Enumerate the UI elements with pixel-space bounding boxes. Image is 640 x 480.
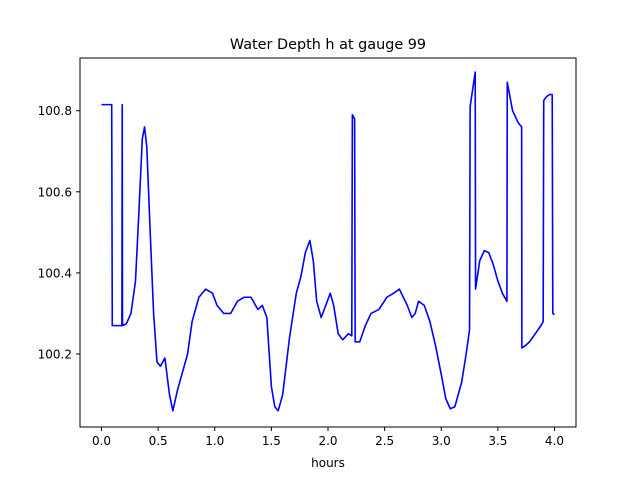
chart-title: Water Depth h at gauge 99 <box>230 37 426 53</box>
axes-frame <box>79 57 577 428</box>
x-tick-label: 0.0 <box>92 434 111 448</box>
y-tick-label: 100.4 <box>38 266 72 280</box>
x-tick-label: 2.0 <box>318 434 337 448</box>
x-tick-label: 0.5 <box>149 434 168 448</box>
plot-area <box>101 71 555 412</box>
y-axis: 100.2 100.4 100.6 100.8 <box>38 104 80 362</box>
x-tick-label: 3.0 <box>432 434 451 448</box>
x-tick-label: 1.0 <box>205 434 224 448</box>
y-tick-label: 100.6 <box>38 185 72 199</box>
x-axis-label: hours <box>311 456 345 470</box>
series-line-0 <box>101 71 555 412</box>
x-tick-label: 2.5 <box>375 434 394 448</box>
x-tick-label: 3.5 <box>488 434 507 448</box>
x-tick-label: 1.5 <box>262 434 281 448</box>
y-tick-label: 100.2 <box>38 348 72 362</box>
x-axis: 0.0 0.5 1.0 1.5 2.0 2.5 3.0 3.5 4.0 <box>92 427 564 448</box>
x-tick-label: 4.0 <box>545 434 564 448</box>
y-tick-label: 100.8 <box>38 104 72 118</box>
